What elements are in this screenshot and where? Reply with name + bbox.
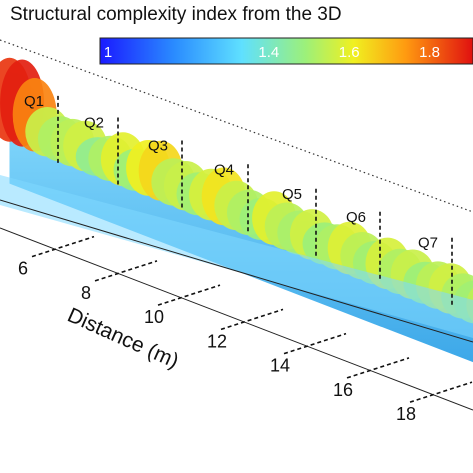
quadrat-label: Q6 [346, 209, 366, 226]
distance-tick-label: 12 [207, 331, 227, 351]
colorbar-tick-label: 1.6 [339, 44, 360, 61]
colorbar-tick-label: 1 [104, 44, 112, 61]
back-boundary-line [0, 39, 473, 213]
distance-tick [220, 308, 284, 331]
surface-band [0, 175, 473, 338]
colorbar-tick-label: 1.4 [258, 44, 279, 61]
distance-tick-label: 6 [18, 259, 28, 279]
axis-line-lower [0, 227, 473, 411]
quadrat-label: Q1 [24, 93, 44, 110]
distance-tick-label: 18 [396, 404, 416, 424]
distance-tick-label: 14 [270, 356, 290, 376]
quadrat-label: Q2 [84, 114, 104, 131]
quadrat-label: Q7 [418, 235, 438, 252]
chart-title: Structural complexity index from the 3D [10, 4, 342, 25]
quadrat-label: Q4 [214, 161, 234, 178]
distance-tick-label: 10 [144, 307, 164, 327]
distance-tick-label: 8 [81, 283, 91, 303]
colorbar [99, 37, 473, 65]
distance-tick [283, 332, 347, 355]
distance-tick [346, 357, 410, 379]
distance-tick [94, 260, 158, 282]
distance-tick [409, 381, 473, 403]
distance-tick [31, 235, 95, 258]
quadrat-label: Q3 [148, 138, 168, 155]
quadrat-label: Q5 [282, 186, 302, 203]
distance-tick-label: 16 [333, 380, 353, 400]
axis-label: Distance (m) [64, 304, 182, 373]
colorbar-tick-label: 1.8 [419, 44, 440, 61]
axis-line-upper [0, 199, 473, 343]
distance-tick [157, 284, 221, 306]
complexity-surface [0, 57, 473, 363]
